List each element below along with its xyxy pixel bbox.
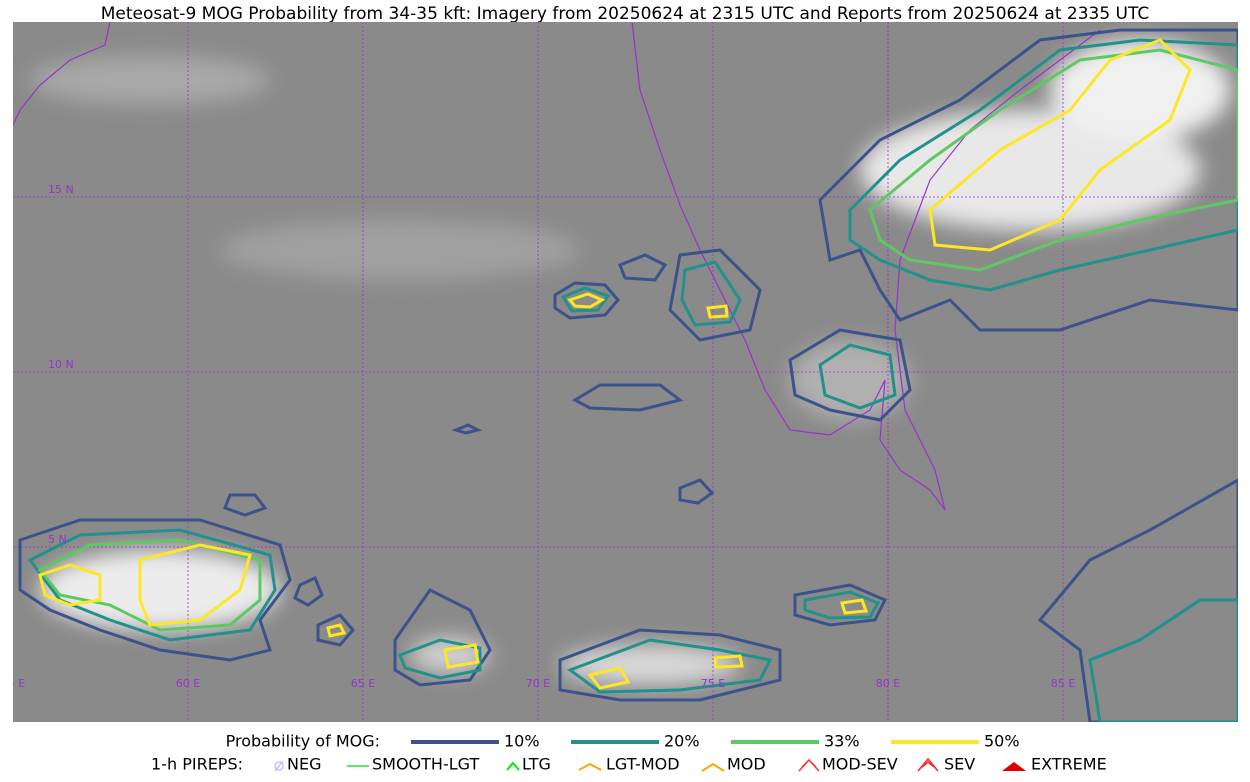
lon-label: 60 E — [176, 677, 200, 690]
lat-label: 10 N — [48, 358, 74, 371]
legend: Probability of MOG: 10% 20% 33% 50% 1-h PIR… — [151, 732, 1107, 774]
legend-label: 33% — [824, 732, 860, 751]
legend-label: 20% — [664, 732, 700, 751]
lat-label: 15 N — [48, 183, 74, 196]
lon-label: 65 E — [351, 677, 375, 690]
lon-label: 70 E — [526, 677, 550, 690]
lon-label: 75 E — [701, 677, 725, 690]
contours — [18, 28, 1238, 722]
lat-label: 5 N — [48, 533, 67, 546]
map: 15 N 10 N 5 N 55 E 60 E 65 E 70 E 75 E 80 E 85 E — [1, 22, 1238, 722]
coastline — [631, 22, 1101, 511]
legend-label: MOD-SEV — [822, 755, 898, 774]
title: Meteosat-9 MOG Probability from 34-35 kf… — [101, 4, 1150, 24]
legend-label: SEV — [944, 755, 975, 774]
legend-label: MOD — [727, 755, 766, 774]
legend-label: NEG — [287, 755, 321, 774]
lon-label: 55 E — [1, 677, 25, 690]
legend-label: 10% — [504, 732, 540, 751]
lon-label: 85 E — [1051, 677, 1075, 690]
legend-title: 1-h PIREPS: — [151, 755, 243, 774]
legend-label: EXTREME — [1031, 755, 1107, 774]
pirep-symbols — [274, 757, 1026, 772]
legend-label: LTG — [522, 755, 551, 774]
legend-label: SMOOTH-LGT — [372, 755, 479, 774]
legend-label: LGT-MOD — [606, 755, 680, 774]
legend-title: Probability of MOG: — [226, 732, 380, 751]
graticule — [13, 22, 1238, 722]
lon-label: 80 E — [876, 677, 900, 690]
legend-label: 50% — [984, 732, 1020, 751]
coastline — [13, 22, 111, 126]
